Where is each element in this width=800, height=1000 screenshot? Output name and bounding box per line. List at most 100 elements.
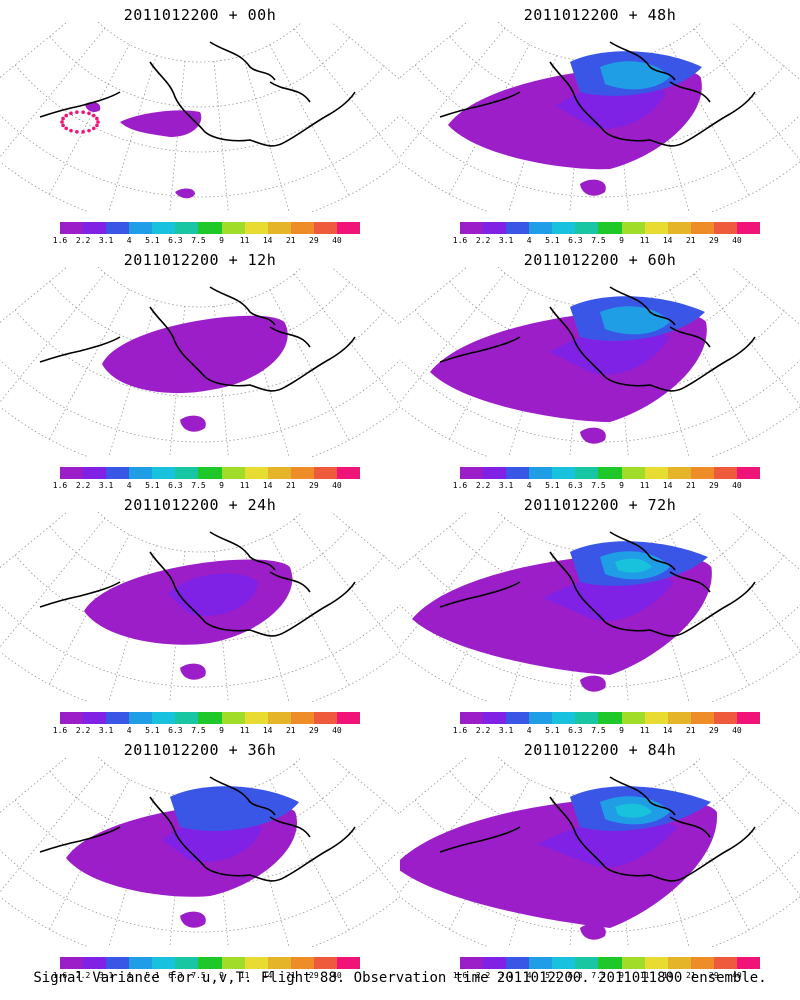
colorbar-swatch bbox=[713, 467, 737, 479]
colorbar-swatch bbox=[106, 222, 130, 234]
panel-title: 2011012200 + 72h bbox=[523, 496, 677, 514]
colorbar-swatch bbox=[690, 467, 714, 479]
colorbar-swatch bbox=[552, 467, 576, 479]
colorbar-labels: 1.6 2.2 3.1 4 5.1 6.3 7.5 9 11 14 21 29 40 bbox=[453, 971, 760, 981]
polar-map bbox=[0, 757, 400, 947]
colorbar-tick-label: 40 bbox=[332, 236, 342, 245]
colorbar-swatch bbox=[529, 712, 553, 724]
panel-title: 2011012200 + 36h bbox=[123, 741, 277, 759]
polar-map bbox=[400, 512, 800, 702]
colorbar bbox=[60, 957, 361, 969]
colorbar-tick-label: 5.1 bbox=[145, 481, 160, 490]
colorbar-labels: 1.6 2.2 3.1 4 5.1 6.3 7.5 9 11 14 21 29 40 bbox=[453, 236, 760, 246]
colorbar-tick-label: 6.3 bbox=[168, 726, 183, 735]
colorbar-swatch bbox=[60, 957, 84, 969]
colorbar-swatch bbox=[598, 222, 622, 234]
colorbar-swatch bbox=[175, 222, 199, 234]
colorbar-swatch bbox=[690, 957, 714, 969]
colorbar-tick-label: 5.1 bbox=[145, 236, 160, 245]
colorbar-swatch bbox=[483, 712, 507, 724]
colorbar-tick-label: 4 bbox=[526, 726, 532, 735]
colorbar-tick-label: 11 bbox=[239, 726, 250, 735]
colorbar-swatch bbox=[336, 712, 361, 724]
map-panel: 2011012200 + 84h 1.6 2.2 3.1 4 5.1 6.3 7.5 9 11 14… bbox=[400, 735, 800, 980]
colorbar-swatch bbox=[713, 712, 737, 724]
colorbar-swatch bbox=[621, 712, 645, 724]
colorbar-swatch bbox=[221, 712, 245, 724]
colorbar-swatch bbox=[736, 222, 761, 234]
colorbar-tick-label: 6.3 bbox=[168, 971, 183, 980]
colorbar-swatch bbox=[106, 957, 130, 969]
coastline bbox=[439, 286, 756, 392]
colorbar-swatch bbox=[198, 712, 222, 724]
variance-field bbox=[448, 51, 702, 196]
colorbar-tick-label: 14 bbox=[262, 236, 273, 245]
colorbar-tick-label: 3.1 bbox=[98, 236, 114, 245]
variance-field bbox=[85, 102, 202, 199]
panel-title: 2011012200 + 60h bbox=[523, 251, 677, 269]
colorbar-swatch bbox=[313, 712, 337, 724]
observation-track bbox=[60, 110, 100, 134]
colorbar-swatch bbox=[152, 712, 176, 724]
colorbar-swatch bbox=[506, 222, 530, 234]
colorbar-swatch bbox=[244, 712, 268, 724]
colorbar-tick-label: 14 bbox=[662, 726, 673, 735]
colorbar-swatch bbox=[83, 712, 107, 724]
colorbar-tick-label: 3.1 bbox=[498, 726, 514, 735]
colorbar-swatch bbox=[736, 467, 761, 479]
colorbar-swatch bbox=[129, 712, 153, 724]
colorbar-tick-label: 1.6 bbox=[52, 481, 68, 490]
colorbar-tick-label: 9 bbox=[619, 726, 624, 735]
colorbar-tick-label: 21 bbox=[285, 236, 296, 245]
colorbar-swatch bbox=[129, 957, 153, 969]
colorbar-tick-label: 2.2 bbox=[475, 481, 491, 490]
colorbar-tick-label: 11 bbox=[639, 236, 650, 245]
colorbar-tick-label: 3.1 bbox=[498, 481, 514, 490]
panel-title: 2011012200 + 00h bbox=[123, 6, 277, 24]
colorbar-swatch bbox=[198, 467, 222, 479]
colorbar-tick-label: 9 bbox=[219, 236, 224, 245]
colorbar-tick-label: 4 bbox=[526, 971, 532, 980]
colorbar-tick-label: 21 bbox=[685, 481, 696, 490]
colorbar-swatch bbox=[575, 467, 599, 479]
map-panel: 2011012200 + 36h 1.6 2.2 3.1 4 5.1 6.3 7.5 9 11 14… bbox=[0, 735, 400, 980]
figure-caption: Signal Variance for u,v,T. Flight 88. Ob… bbox=[33, 970, 767, 986]
colorbar-swatch bbox=[83, 222, 107, 234]
colorbar-tick-label: 4 bbox=[526, 481, 532, 490]
colorbar-swatch bbox=[221, 957, 245, 969]
colorbar bbox=[460, 222, 761, 234]
colorbar-swatch bbox=[290, 712, 314, 724]
colorbar-tick-label: 2.2 bbox=[75, 726, 91, 735]
colorbar-swatch bbox=[621, 222, 645, 234]
panel-title: 2011012200 + 12h bbox=[123, 251, 277, 269]
colorbar-swatch bbox=[267, 957, 291, 969]
colorbar-swatch bbox=[506, 467, 530, 479]
colorbar-swatch bbox=[483, 467, 507, 479]
colorbar-tick-label: 11 bbox=[639, 971, 650, 980]
colorbar-labels: 1.6 2.2 3.1 4 5.1 6.3 7.5 9 11 14 21 29 40 bbox=[53, 236, 360, 246]
colorbar-labels: 1.6 2.2 3.1 4 5.1 6.3 7.5 9 11 14 21 29 40 bbox=[53, 971, 360, 981]
colorbar-tick-label: 29 bbox=[709, 971, 719, 980]
colorbar-swatch bbox=[644, 957, 668, 969]
colorbar-tick-label: 40 bbox=[732, 726, 742, 735]
colorbar-swatch bbox=[244, 467, 268, 479]
colorbar-tick-label: 14 bbox=[662, 236, 673, 245]
colorbar-swatch bbox=[736, 712, 761, 724]
colorbar-tick-label: 11 bbox=[639, 481, 650, 490]
colorbar-swatch bbox=[552, 222, 576, 234]
coastline bbox=[439, 531, 756, 637]
colorbar-swatch bbox=[644, 712, 668, 724]
colorbar-tick-label: 6.3 bbox=[568, 481, 583, 490]
colorbar-tick-label: 9 bbox=[219, 481, 224, 490]
colorbar-labels: 1.6 2.2 3.1 4 5.1 6.3 7.5 9 11 14 21 29 40 bbox=[53, 481, 360, 491]
colorbar-swatch bbox=[152, 957, 176, 969]
colorbar-swatch bbox=[598, 467, 622, 479]
colorbar bbox=[460, 712, 761, 724]
colorbar-swatch bbox=[129, 222, 153, 234]
colorbar bbox=[460, 467, 761, 479]
colorbar-tick-label: 11 bbox=[239, 971, 250, 980]
coastline bbox=[39, 776, 356, 882]
colorbar-tick-label: 29 bbox=[709, 236, 719, 245]
colorbar-tick-label: 40 bbox=[732, 971, 742, 980]
colorbar-tick-label: 1.6 bbox=[452, 236, 468, 245]
